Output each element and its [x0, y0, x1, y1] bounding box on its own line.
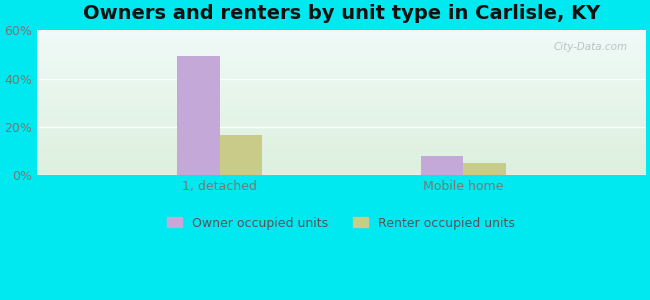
Bar — [463, 163, 506, 175]
Title: Owners and renters by unit type in Carlisle, KY: Owners and renters by unit type in Carli… — [83, 4, 600, 23]
Bar — [177, 56, 220, 175]
Text: City-Data.com: City-Data.com — [553, 42, 627, 52]
Legend: Owner occupied units, Renter occupied units: Owner occupied units, Renter occupied un… — [167, 217, 515, 230]
Bar — [220, 135, 262, 175]
Bar — [421, 156, 463, 175]
